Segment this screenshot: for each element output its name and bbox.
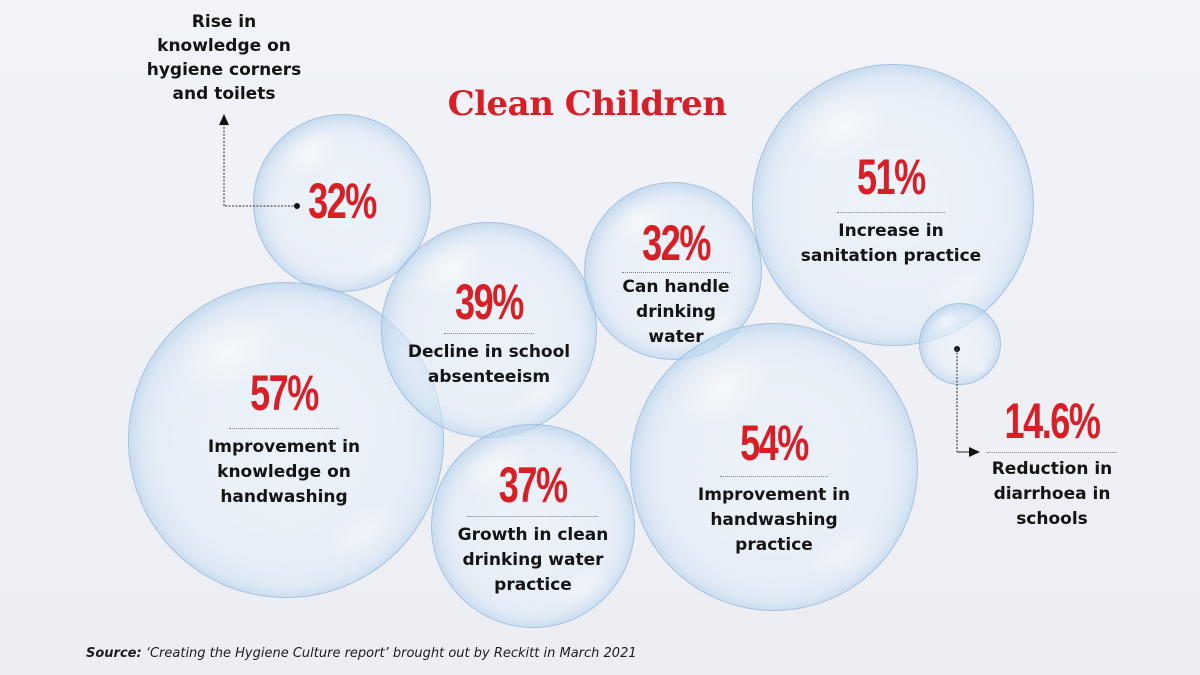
stat-diarrhoea-reduction: 14.6% Reduction in diarrhoea in schools	[986, 396, 1118, 532]
stat-desc-line: Reduction in	[991, 459, 1113, 479]
stat-desc-line: and toilets	[172, 84, 276, 104]
stat-value: 32%	[642, 215, 711, 271]
stat-desc-line: hygiene corners	[146, 60, 302, 80]
stat-divider	[719, 476, 828, 477]
stat-divider	[443, 333, 534, 334]
stat-desc-line: handwashing	[220, 487, 348, 507]
bubble-hygiene-corners	[253, 114, 431, 292]
stat-desc-line: Growth in clean	[457, 525, 609, 545]
stat-value: 32%	[308, 173, 377, 229]
arrow-right-icon	[969, 447, 980, 457]
stat-value: 57%	[250, 365, 319, 421]
bubble-diarrhoea-reduction	[919, 303, 1001, 385]
stat-desc-line: Can handle	[622, 277, 730, 297]
stat-drinking-water-handling: 32% Can handle drinking water	[622, 218, 730, 350]
source-note: Source: ‘Creating the Hygiene Culture re…	[86, 646, 637, 661]
source-label: Source:	[86, 646, 142, 661]
stat-divider	[987, 452, 1117, 453]
stat-value: 54%	[740, 415, 809, 471]
stat-clean-drinking-water: 37% Growth in clean drinking water pract…	[458, 460, 609, 598]
stat-sanitation-practice: 51% Increase in sanitation practice	[801, 152, 981, 269]
stat-value: 51%	[857, 149, 926, 205]
stat-desc-line: practice	[735, 535, 813, 555]
stat-desc-line: Improvement in	[697, 485, 851, 505]
stat-desc-line: absenteeism	[427, 367, 551, 387]
bubble-sanitation-practice	[752, 64, 1034, 346]
chart-title: Clean Children	[447, 84, 727, 124]
bubble-clean-drinking-water	[431, 424, 635, 628]
bubble-handwashing-practice	[630, 323, 918, 611]
stat-desc-line: practice	[494, 575, 572, 595]
source-text: ‘Creating the Hygiene Culture report’ br…	[145, 646, 637, 661]
stat-desc-line: drinking	[636, 302, 716, 322]
stat-divider	[467, 516, 598, 517]
stat-desc-line: handwashing	[710, 510, 838, 530]
stat-value: 14.6%	[1004, 393, 1101, 449]
stat-divider	[228, 428, 339, 429]
stat-desc-line: knowledge on	[157, 36, 291, 56]
stat-value: 39%	[455, 274, 524, 330]
stat-handwashing-practice: 54% Improvement in handwashing practice	[698, 418, 850, 558]
stat-desc-line: schools	[1016, 509, 1088, 529]
stat-hygiene-corners: 32%	[295, 176, 389, 226]
stat-desc-line: knowledge on	[217, 462, 351, 482]
stat-desc-line: drinking water	[462, 550, 604, 570]
stat-desc-line: sanitation practice	[800, 246, 982, 266]
stat-desc-line: Improvement in	[207, 437, 361, 457]
stat-desc-line: Increase in	[838, 221, 944, 241]
stat-desc-line: water	[648, 327, 704, 347]
stat-label-hygiene-corners: Rise in knowledge on hygiene corners and…	[147, 10, 302, 106]
stat-value: 37%	[499, 457, 568, 513]
stat-handwashing-knowledge: 57% Improvement in knowledge on handwash…	[208, 368, 360, 510]
stat-divider	[622, 272, 730, 273]
stat-divider	[837, 212, 945, 213]
stat-school-absenteeism: 39% Decline in school absenteeism	[408, 277, 570, 390]
stat-desc-line: Decline in school	[407, 342, 571, 362]
arrow-up-icon	[219, 114, 229, 125]
stat-desc-line: Rise in	[191, 12, 257, 32]
stat-desc-line: diarrhoea in	[993, 484, 1111, 504]
